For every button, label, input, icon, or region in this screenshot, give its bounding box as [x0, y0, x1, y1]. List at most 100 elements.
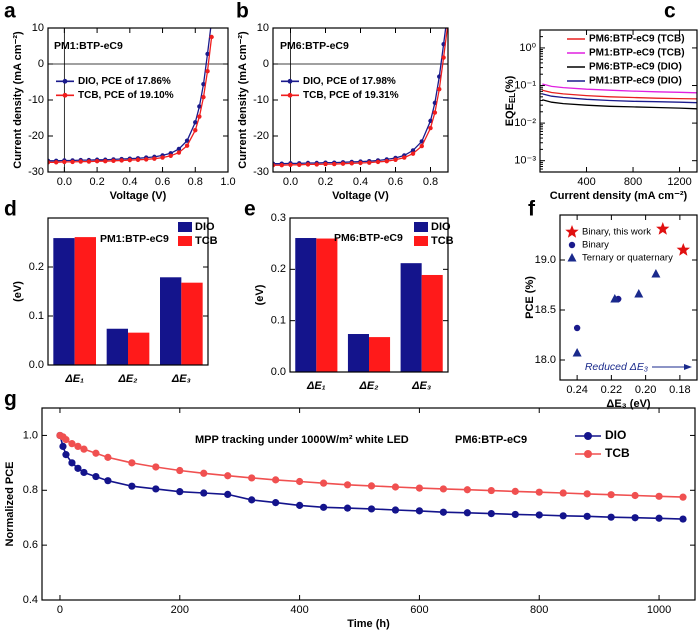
bar: [53, 238, 75, 365]
x-tick-label: 800: [530, 604, 548, 616]
point: [415, 484, 424, 492]
series-line: [542, 89, 697, 100]
point: [143, 157, 149, 162]
panel-label: a: [4, 0, 16, 23]
legend-label: TCB: [431, 235, 454, 247]
legend-marker: [62, 78, 68, 84]
x-tick-label: 1000: [647, 604, 671, 616]
point: [297, 162, 302, 167]
point: [535, 488, 543, 496]
series-line: [542, 83, 697, 94]
legend-label: PM1:BTP-eC9 (DIO): [589, 76, 682, 87]
y-axis-label: PCE (%): [524, 276, 536, 319]
point: [314, 162, 319, 167]
y-tick-label: 10⁻²: [514, 117, 536, 129]
point: [168, 153, 173, 158]
point: [446, 8, 450, 12]
y-tick-label: 18.0: [535, 354, 556, 366]
point: [583, 490, 591, 498]
point: [319, 479, 328, 487]
plot-area: [48, 19, 214, 165]
point: [176, 150, 182, 155]
point: [78, 159, 83, 164]
panel-label: c: [664, 0, 676, 23]
star-marker: [565, 225, 579, 238]
point: [410, 148, 416, 153]
x-tick-label: ΔE₃: [411, 380, 431, 392]
point: [200, 469, 208, 477]
point: [197, 114, 202, 119]
x-axis-label: ΔE₃ (eV): [606, 398, 651, 410]
point: [80, 468, 88, 477]
circle-marker: [573, 324, 581, 332]
legend-label: DIO: [195, 221, 215, 233]
point: [92, 449, 100, 457]
point: [279, 162, 284, 168]
point: [201, 94, 206, 100]
y-label-sub: EL: [508, 93, 517, 103]
x-tick-label: 1200: [667, 176, 691, 188]
point: [205, 51, 210, 57]
point: [209, 34, 214, 40]
point: [332, 161, 337, 167]
point: [679, 493, 687, 501]
point: [209, 19, 213, 23]
y-tick-label: 0: [38, 58, 44, 70]
x-tick-label: 0.4: [122, 176, 137, 188]
point: [384, 159, 389, 164]
point: [402, 155, 407, 160]
triangle-marker: [651, 269, 661, 278]
point: [441, 55, 446, 60]
y-tick-label: 19.0: [535, 254, 556, 266]
x-tick-label: 0.0: [57, 176, 72, 188]
point: [296, 501, 304, 509]
axes-frame: [539, 29, 698, 173]
axes-frame: [47, 27, 229, 173]
x-tick-label: 0.4: [353, 176, 368, 188]
legend-label: Binary: [582, 240, 609, 251]
legend-swatch: [414, 222, 428, 232]
point: [463, 486, 471, 494]
y-tick-label: 0.8: [23, 484, 38, 496]
annotation: PM6:BTP-eC9: [280, 40, 349, 52]
y-tick-label: 10: [257, 22, 269, 34]
bar: [181, 282, 203, 365]
point: [487, 486, 495, 495]
y-tick-label: -20: [253, 130, 269, 142]
point: [305, 162, 311, 167]
point: [583, 512, 591, 520]
axes-frame: [559, 214, 698, 381]
x-tick-label: ΔE₁: [64, 373, 84, 385]
x-axis-label: Current density (mA cm⁻²): [550, 190, 688, 202]
point: [248, 474, 256, 482]
axes-frame: [41, 407, 696, 601]
bar: [106, 328, 128, 365]
legend-label: PM6:BTP-eC9 (TCB): [589, 34, 685, 45]
point: [135, 157, 141, 162]
panel: b -30 -20 -10 0 10 0.0 0.2 0.4 0.6 0.8 Current dens…: [236, 0, 450, 202]
x-tick-label: 1.0: [220, 176, 235, 188]
y-axis-label: (eV): [12, 281, 24, 302]
point: [679, 515, 687, 523]
y-tick-label: 0.0: [29, 359, 44, 371]
x-tick-label: 0.0: [283, 176, 298, 188]
x-tick-label: 0.8: [423, 176, 438, 188]
series-line: [542, 99, 697, 110]
bar: [400, 263, 422, 372]
point: [53, 160, 59, 165]
y-tick-label: -10: [28, 94, 44, 106]
plot-area: [273, 8, 450, 168]
panel: a -30 -20 -10 0 10 0.0 0.2 0.4 0.6 0.8 1.0 Current d…: [4, 0, 236, 202]
x-tick-label: 0.8: [188, 176, 203, 188]
plot-area: [295, 238, 443, 372]
legend-marker: [584, 450, 592, 458]
x-tick-label: 0.20: [635, 384, 656, 396]
legend-swatch: [414, 236, 428, 246]
point: [184, 138, 190, 143]
legend-swatch: [178, 222, 192, 232]
point: [343, 504, 352, 512]
annotation: PM1:BTP-eC9: [54, 40, 123, 52]
point: [367, 160, 372, 165]
point: [74, 464, 82, 472]
y-tick-label: 0.4: [23, 594, 38, 606]
